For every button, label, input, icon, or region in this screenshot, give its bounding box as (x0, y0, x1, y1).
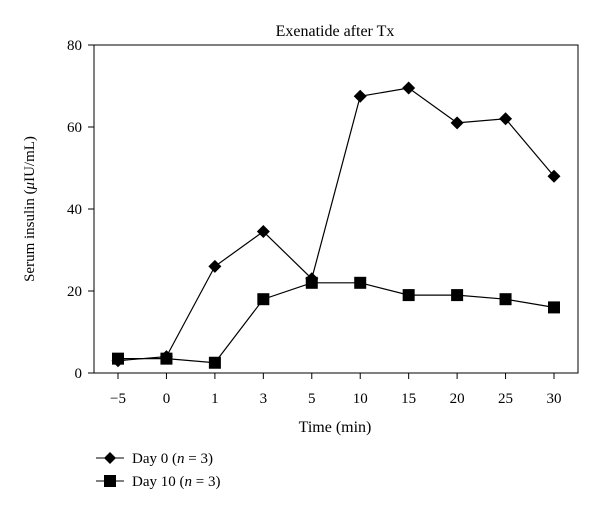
y-tick-label: 20 (67, 284, 82, 300)
data-point-day-10 (499, 293, 512, 306)
chart-title: Exenatide after Tx (276, 23, 395, 40)
legend-item-day-10: Day 10 (n = 3) (96, 474, 220, 490)
plot-frame (93, 44, 579, 374)
data-point-day-10 (208, 356, 221, 369)
data-point-day-10 (451, 289, 464, 302)
legend-item-day-0: Day 0 (n = 3) (96, 451, 213, 467)
data-point-day-0 (256, 225, 270, 239)
x-tick-label: 20 (450, 391, 465, 407)
data-point-day-0 (450, 116, 464, 130)
x-axis-ticks: −5 0 1 3 5 10 15 20 25 30 (110, 373, 562, 407)
y-tick-label: 60 (67, 120, 82, 136)
x-tick-label: −5 (110, 391, 126, 407)
data-point-day-10 (257, 293, 270, 306)
x-axis-label: Time (min) (299, 419, 372, 436)
data-point-day-10 (402, 289, 415, 302)
legend-label-day-0: Day 0 (n = 3) (132, 451, 213, 467)
legend-name-day-10: Day 10 (132, 474, 176, 490)
legend-n-value-day-10: = 3 (196, 474, 216, 490)
x-tick-label: 25 (498, 391, 513, 407)
x-tick-label: 1 (211, 391, 219, 407)
series-line-day-0 (117, 87, 555, 362)
x-tick-label: 3 (260, 391, 268, 407)
y-tick-label: 0 (75, 366, 83, 382)
y-axis-ticks: 0 20 40 60 80 (67, 38, 94, 382)
data-point-day-10 (548, 301, 560, 314)
legend-marker-diamond (104, 452, 116, 464)
data-point-day-10 (160, 352, 173, 365)
y-axis-label: Serum insulin (μIU/mL) (22, 136, 38, 282)
y-axis-label-suffix: IU/mL) (22, 136, 38, 182)
legend-label-day-10: Day 10 (n = 3) (132, 474, 220, 490)
x-tick-label: 0 (163, 391, 171, 407)
legend-n-day-0: n (177, 451, 185, 467)
x-tick-label: 30 (547, 391, 562, 407)
series-layer (111, 81, 561, 369)
y-axis-label-mu: μ (22, 181, 38, 190)
y-tick-label: 80 (67, 38, 82, 54)
data-point-day-0 (353, 89, 367, 103)
data-point-day-0 (402, 81, 416, 95)
data-point-day-0 (499, 112, 513, 126)
data-point-day-10 (305, 276, 318, 289)
data-point-day-10 (354, 276, 367, 289)
data-point-day-10 (112, 352, 124, 365)
data-point-day-0 (208, 259, 222, 273)
y-axis-label-prefix: Serum insulin ( (22, 189, 38, 282)
series-line-day-10 (118, 282, 555, 364)
data-point-day-0 (547, 169, 561, 183)
x-tick-label: 10 (353, 391, 368, 407)
y-tick-label: 40 (67, 202, 82, 218)
legend-marker-square (104, 475, 116, 487)
x-tick-label: 5 (308, 391, 316, 407)
legend: Day 0 (n = 3) Day 10 (n = 3) (96, 451, 220, 490)
legend-name-day-0: Day 0 (132, 451, 168, 467)
legend-n-day-10: n (185, 474, 193, 490)
legend-n-value-day-0: = 3 (188, 451, 208, 467)
x-tick-label: 15 (401, 391, 416, 407)
